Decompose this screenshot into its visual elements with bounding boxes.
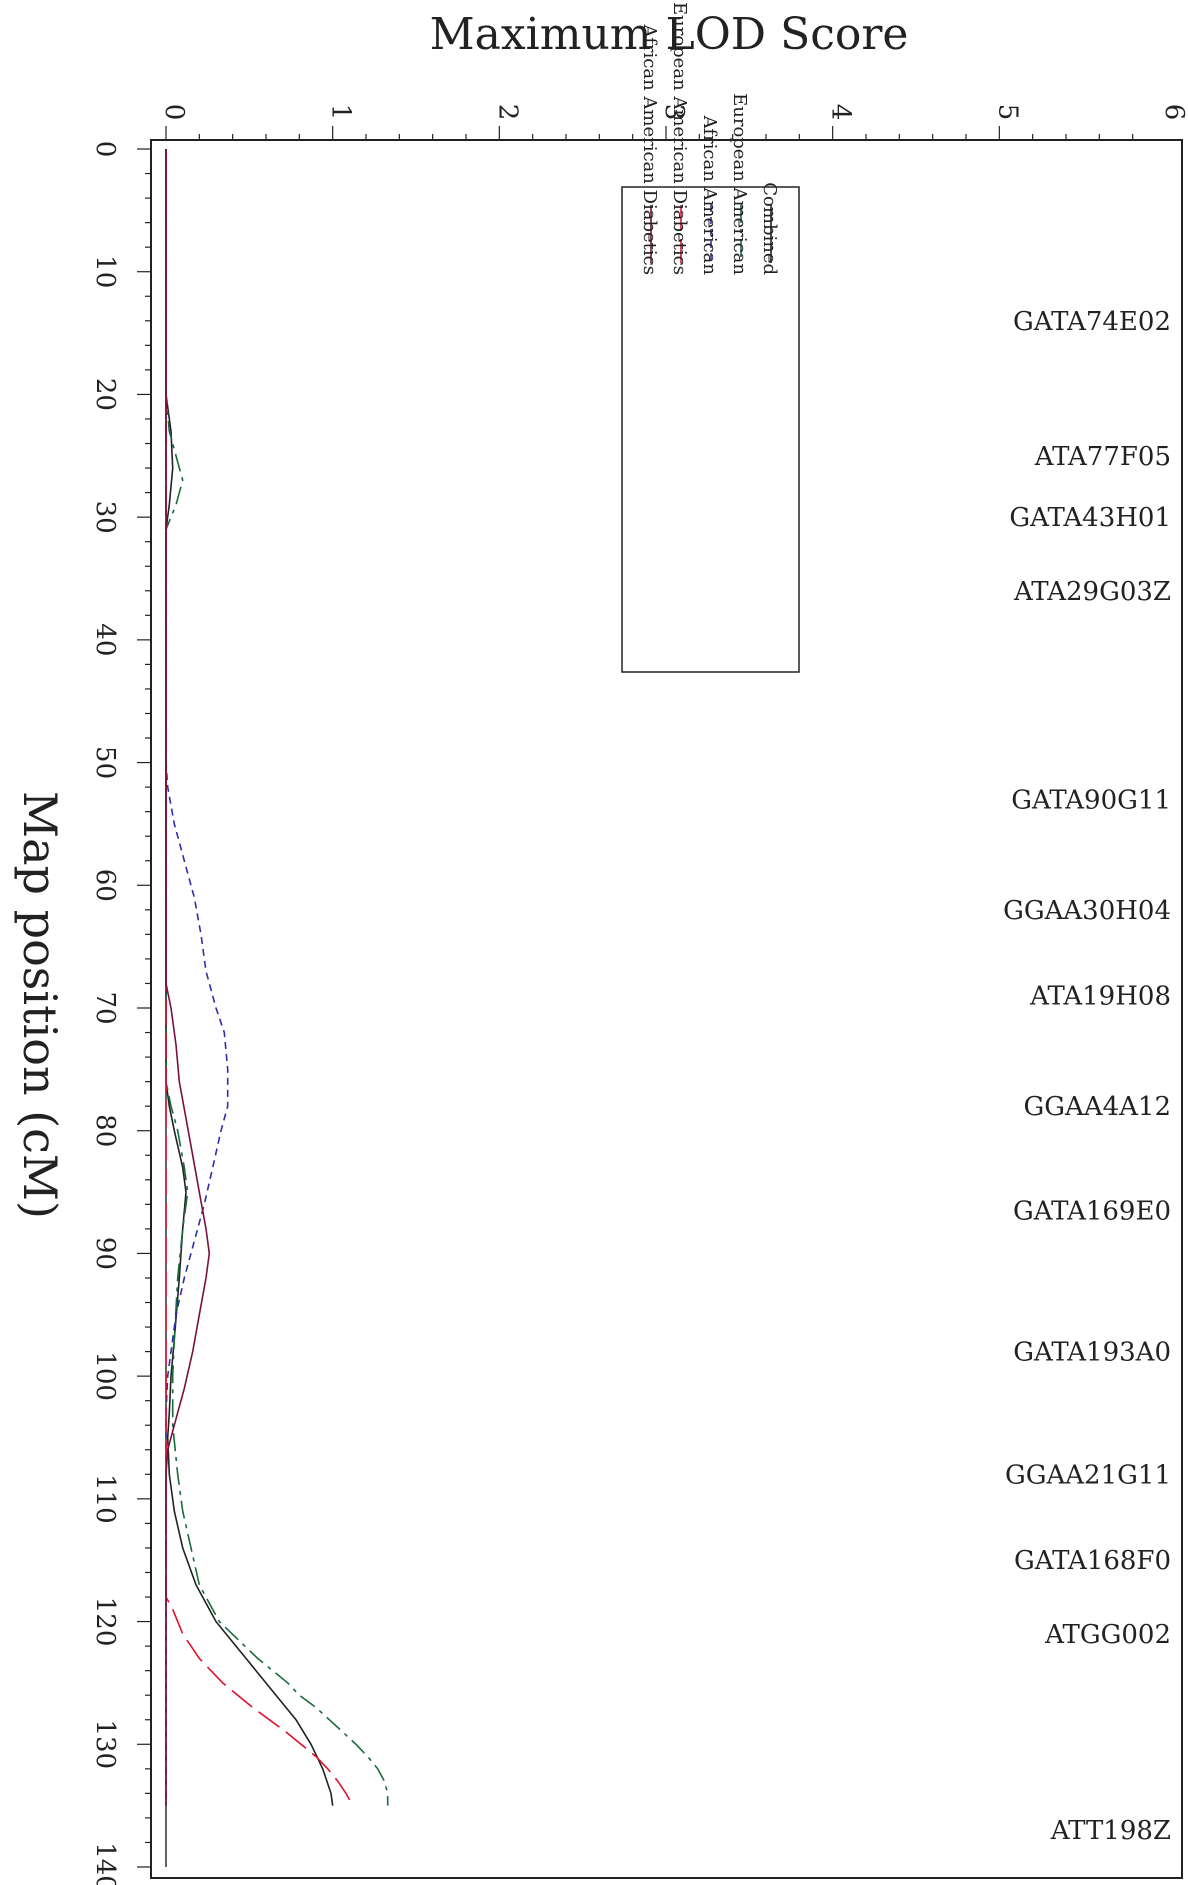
marker-label: ATA29G03Z: [1013, 577, 1171, 607]
x-tick-label: 90: [90, 1237, 120, 1270]
x-tick-label: 20: [90, 378, 120, 411]
marker-label: GATA168F0: [1014, 1546, 1171, 1576]
legend: Combined European American African America…: [621, 2, 800, 673]
marker-label: GATA74E02: [1013, 307, 1171, 337]
x-tick-label: 10: [90, 255, 120, 288]
legend-label: European American Diabetics: [669, 2, 690, 275]
x-tick-label: 70: [90, 991, 120, 1024]
x-tick-label: 130: [90, 1719, 120, 1769]
y-tick-label: 4: [826, 104, 856, 121]
x-tick-label: 40: [90, 623, 120, 656]
marker-label: GATA43H01: [1009, 503, 1171, 533]
marker-label: GATA193A0: [1013, 1338, 1171, 1368]
marker-label: GGAA30H04: [1003, 896, 1171, 926]
y-tick-label: 3: [659, 104, 689, 121]
marker-label: ATA77F05: [1034, 442, 1171, 472]
legend-label: African American: [699, 115, 720, 276]
x-tick-labels: 0 10 20 30 40 50 60 70 80 90 100 110 120 130 140: [90, 141, 120, 1885]
x-tick-label: 0: [90, 141, 120, 158]
legend-label: European American: [729, 93, 750, 275]
x-tick-label: 110: [90, 1474, 120, 1524]
series-lines: [165, 149, 389, 1806]
legend-box: [621, 186, 800, 673]
y-tick-label: 2: [492, 104, 522, 121]
marker-label: GGAA4A12: [1024, 1092, 1172, 1122]
marker-labels: GATA74E02 ATA77F05 GATA43H01 ATA29G03Z GATA9…: [1003, 307, 1171, 1846]
series-line: [165, 149, 334, 1806]
legend-label: African American Diabetics: [639, 24, 660, 275]
legend-label: Combined: [759, 182, 780, 275]
x-tick-label: 140: [90, 1842, 120, 1885]
x-tick-label: 30: [90, 501, 120, 534]
marker-label: ATGG002: [1044, 1620, 1171, 1650]
y-tick-label: 0: [159, 104, 189, 121]
y-tick-labels: 0 1 2 3 4 5 6: [159, 104, 1188, 121]
y-tick-label: 5: [992, 104, 1022, 121]
x-tick-label: 60: [90, 869, 120, 902]
series-line: [165, 149, 354, 1806]
y-axis-title: Maximum LOD Score: [430, 9, 909, 60]
series-line: [165, 149, 229, 1806]
series-line: [165, 149, 211, 1806]
series-line: [165, 149, 389, 1806]
marker-label: GATA169E0: [1013, 1196, 1171, 1226]
x-tick-label: 100: [90, 1351, 120, 1401]
marker-label: GGAA21G11: [1005, 1460, 1171, 1490]
x-axis-title: Map position (cM): [13, 791, 67, 1219]
x-tick-label: 120: [90, 1597, 120, 1647]
marker-label: GATA90G11: [1011, 785, 1171, 815]
x-tick-label: 80: [90, 1114, 120, 1147]
axis-ticks: [137, 126, 1134, 1868]
y-tick-label: 1: [326, 104, 356, 121]
y-tick-label: 6: [1159, 104, 1188, 121]
x-tick-label: 50: [90, 746, 120, 779]
marker-label: ATT198Z: [1050, 1816, 1171, 1846]
marker-label: ATA19H08: [1029, 982, 1171, 1012]
